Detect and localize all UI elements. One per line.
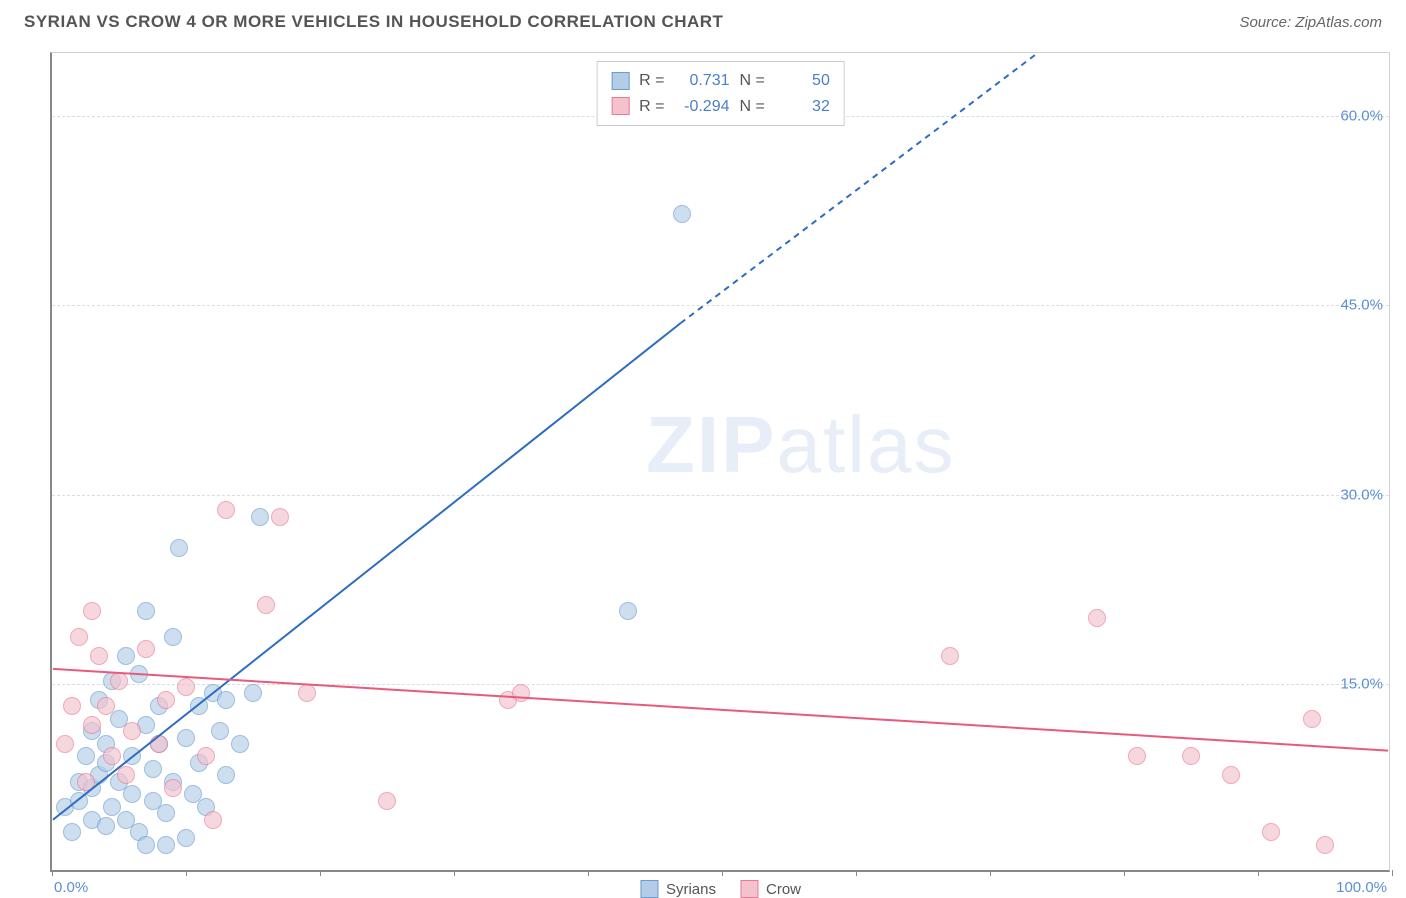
- scatter-point: [63, 697, 81, 715]
- scatter-point: [130, 665, 148, 683]
- x-tick: [186, 870, 187, 876]
- chart-plot-area: ZIPatlas R = 0.731 N = 50 R = -0.294 N =…: [50, 52, 1390, 872]
- legend-label: Syrians: [666, 881, 716, 898]
- scatter-point: [1088, 609, 1106, 627]
- scatter-point: [217, 766, 235, 784]
- legend-label: Crow: [766, 881, 801, 898]
- scatter-point: [157, 804, 175, 822]
- scatter-point: [150, 735, 168, 753]
- scatter-point: [123, 722, 141, 740]
- scatter-point: [231, 735, 249, 753]
- scatter-point: [70, 628, 88, 646]
- y-tick-label: 60.0%: [1340, 108, 1383, 125]
- scatter-point: [83, 602, 101, 620]
- scatter-point: [77, 747, 95, 765]
- scatter-point: [1316, 836, 1334, 854]
- scatter-point: [137, 836, 155, 854]
- source-credit: Source: ZipAtlas.com: [1239, 14, 1382, 31]
- scatter-point: [110, 672, 128, 690]
- scatter-point: [378, 792, 396, 810]
- scatter-point: [941, 647, 959, 665]
- scatter-point: [97, 817, 115, 835]
- swatch-crow: [611, 97, 629, 115]
- scatter-point: [83, 716, 101, 734]
- scatter-point: [211, 722, 229, 740]
- scatter-point: [137, 640, 155, 658]
- bottom-legend: Syrians Crow: [640, 880, 801, 898]
- x-tick-label: 0.0%: [54, 879, 88, 896]
- x-tick: [1258, 870, 1259, 876]
- y-tick-label: 45.0%: [1340, 297, 1383, 314]
- x-tick: [1392, 870, 1393, 876]
- scatter-point: [1262, 823, 1280, 841]
- scatter-point: [1182, 747, 1200, 765]
- x-tick: [990, 870, 991, 876]
- legend-item-syrians: Syrians: [640, 880, 716, 898]
- scatter-point: [197, 747, 215, 765]
- x-tick-label: 100.0%: [1336, 879, 1387, 896]
- chart-header: SYRIAN VS CROW 4 OR MORE VEHICLES IN HOU…: [0, 0, 1406, 40]
- x-tick: [320, 870, 321, 876]
- x-tick: [856, 870, 857, 876]
- scatter-point: [103, 747, 121, 765]
- correlation-stats-box: R = 0.731 N = 50 R = -0.294 N = 32: [596, 61, 845, 126]
- scatter-point: [77, 773, 95, 791]
- scatter-point: [204, 811, 222, 829]
- scatter-point: [673, 205, 691, 223]
- legend-swatch-crow: [740, 880, 758, 898]
- scatter-point: [97, 697, 115, 715]
- x-tick: [454, 870, 455, 876]
- scatter-point: [619, 602, 637, 620]
- scatter-point: [251, 508, 269, 526]
- legend-swatch-syrians: [640, 880, 658, 898]
- scatter-point: [144, 760, 162, 778]
- scatter-point: [1303, 710, 1321, 728]
- gridline: [52, 305, 1389, 306]
- scatter-point: [117, 766, 135, 784]
- y-tick-label: 15.0%: [1340, 675, 1383, 692]
- swatch-syrians: [611, 72, 629, 90]
- scatter-point: [1222, 766, 1240, 784]
- scatter-point: [257, 596, 275, 614]
- scatter-point: [217, 691, 235, 709]
- legend-item-crow: Crow: [740, 880, 801, 898]
- x-tick: [588, 870, 589, 876]
- gridline: [52, 495, 1389, 496]
- scatter-point: [512, 684, 530, 702]
- scatter-point: [177, 829, 195, 847]
- scatter-point: [164, 628, 182, 646]
- scatter-point: [177, 729, 195, 747]
- scatter-point: [123, 747, 141, 765]
- chart-title: SYRIAN VS CROW 4 OR MORE VEHICLES IN HOU…: [24, 12, 723, 32]
- scatter-point: [1128, 747, 1146, 765]
- scatter-point: [271, 508, 289, 526]
- scatter-point: [56, 735, 74, 753]
- scatter-point: [137, 602, 155, 620]
- scatter-point: [90, 647, 108, 665]
- scatter-point: [298, 684, 316, 702]
- scatter-point: [177, 678, 195, 696]
- stats-row-syrians: R = 0.731 N = 50: [611, 68, 830, 94]
- scatter-point: [117, 647, 135, 665]
- scatter-point: [244, 684, 262, 702]
- x-tick: [52, 870, 53, 876]
- scatter-point: [170, 539, 188, 557]
- scatter-point: [63, 823, 81, 841]
- scatter-point: [164, 779, 182, 797]
- stats-row-crow: R = -0.294 N = 32: [611, 94, 830, 120]
- x-tick: [722, 870, 723, 876]
- scatter-point: [123, 785, 141, 803]
- scatter-point: [217, 501, 235, 519]
- watermark: ZIPatlas: [646, 399, 955, 491]
- scatter-point: [157, 836, 175, 854]
- scatter-point: [157, 691, 175, 709]
- x-tick: [1124, 870, 1125, 876]
- y-tick-label: 30.0%: [1340, 486, 1383, 503]
